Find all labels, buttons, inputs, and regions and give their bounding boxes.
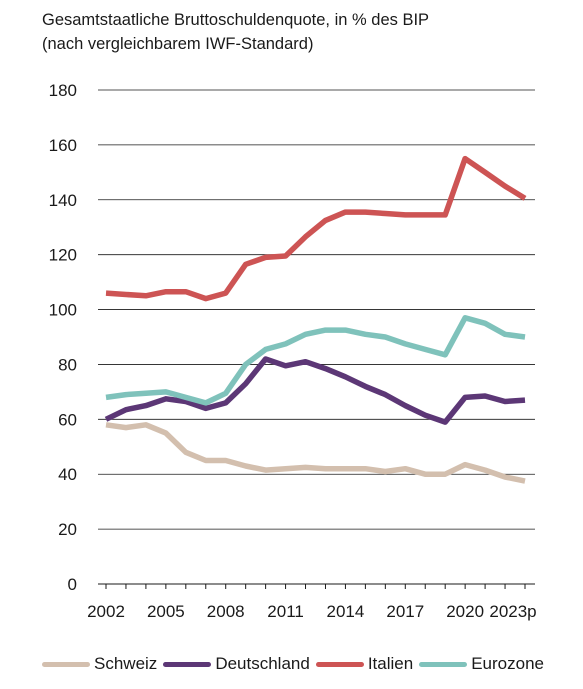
y-tick-label: 180 — [49, 81, 77, 100]
series-line-eurozone — [105, 315, 526, 406]
x-tick-label: 2020 — [446, 602, 484, 621]
x-tick-label: 2014 — [327, 602, 365, 621]
x-tick-label: 2017 — [386, 602, 424, 621]
legend-item-eurozone: Eurozone — [419, 654, 544, 674]
chart-subtitle: (nach vergleichbarem IWF-Standard) — [42, 35, 314, 53]
series-line-italien — [105, 155, 527, 302]
x-tick-label: 2008 — [207, 602, 245, 621]
y-tick-label: 80 — [58, 355, 77, 374]
legend-swatch — [315, 661, 364, 667]
legend-label: Deutschland — [215, 654, 310, 673]
legend-swatch — [419, 661, 468, 667]
x-tick-label: 2005 — [147, 602, 185, 621]
legend-item-schweiz: Schweiz — [42, 654, 157, 674]
legend-swatch — [42, 661, 90, 667]
legend-item-deutschland: Deutschland — [163, 654, 310, 674]
series-lines — [104, 155, 527, 484]
y-tick-label: 120 — [49, 246, 77, 265]
y-axis-tick-labels: 0 20 40 60 80 100 120 140 160 180 — [49, 81, 77, 594]
x-tick-label: 2023p — [489, 602, 536, 621]
y-tick-label: 40 — [58, 465, 77, 484]
x-axis: 2002 2005 2008 2011 2014 2017 2020 2023p — [87, 583, 537, 621]
y-tick-label: 60 — [58, 410, 77, 429]
y-tick-label: 160 — [49, 136, 77, 155]
x-tick-label: 2011 — [267, 602, 304, 621]
line-chart: 0 20 40 60 80 100 120 140 160 180 2002 2005 2008 201… — [49, 81, 537, 621]
legend: Schweiz Deutschland Italien Eurozone — [42, 654, 550, 674]
legend-label: Eurozone — [471, 654, 544, 673]
legend-swatch — [163, 661, 212, 667]
gridlines — [98, 89, 535, 530]
y-tick-label: 0 — [68, 575, 77, 594]
legend-item-italien: Italien — [315, 654, 414, 674]
legend-label: Schweiz — [94, 654, 158, 673]
y-tick-label: 140 — [49, 191, 77, 210]
series-line-deutschland — [104, 356, 526, 425]
series-line-schweiz — [105, 422, 526, 484]
y-tick-label: 100 — [49, 301, 77, 320]
legend-label: Italien — [367, 654, 414, 673]
x-tick-label: 2002 — [87, 602, 125, 621]
chart-title-block: Gesamtstaatliche Bruttoschuldenquote, in… — [42, 8, 429, 56]
chart-title: Gesamtstaatliche Bruttoschuldenquote, in… — [42, 11, 430, 29]
y-tick-label: 20 — [58, 520, 77, 539]
